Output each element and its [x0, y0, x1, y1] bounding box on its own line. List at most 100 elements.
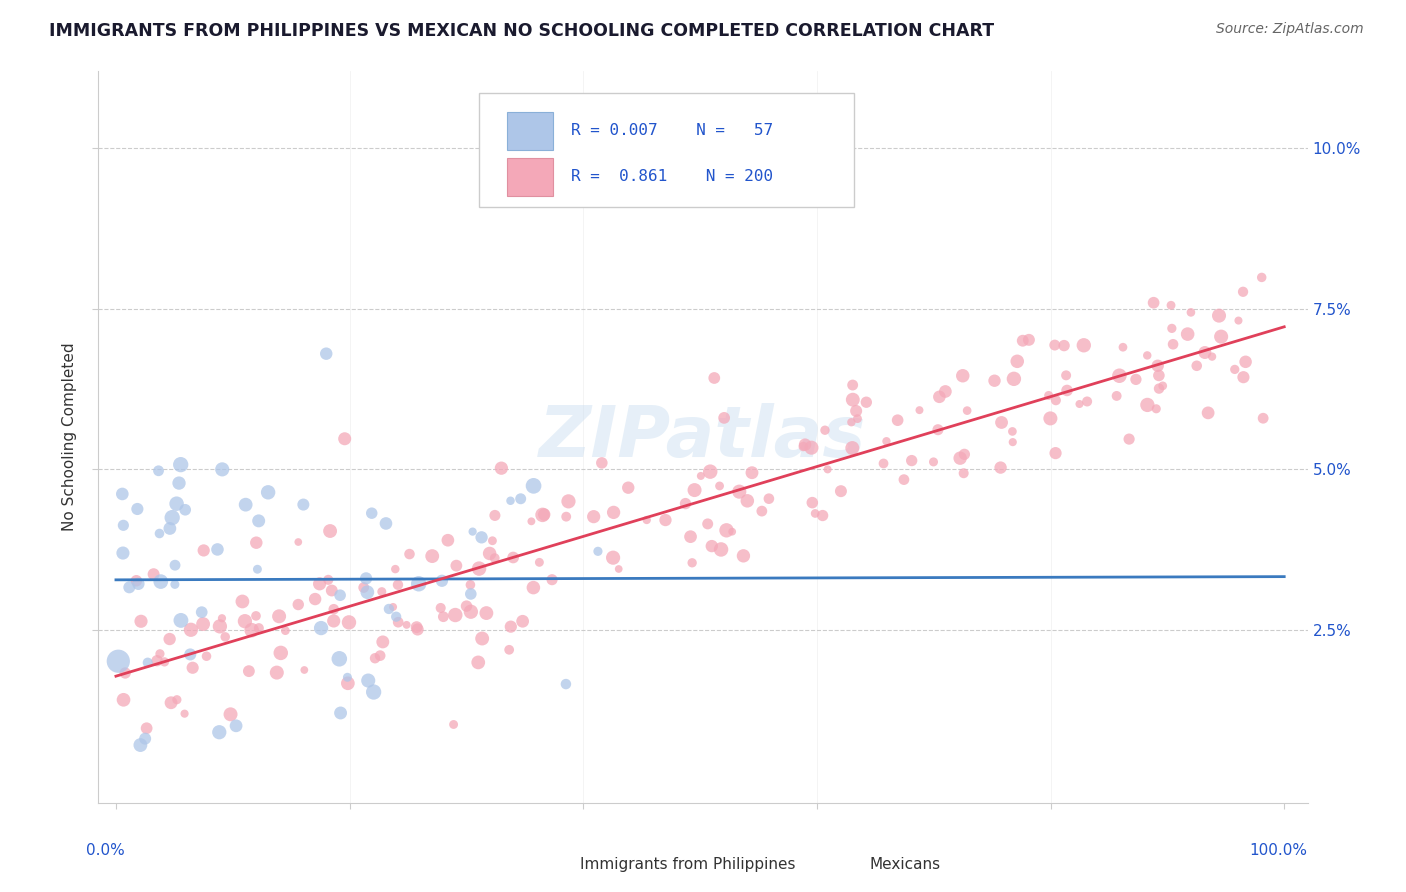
Point — [927, 423, 949, 437]
FancyBboxPatch shape — [479, 94, 855, 207]
Point — [114, 665, 136, 680]
Point — [602, 550, 624, 565]
Point — [792, 440, 814, 454]
Point — [471, 632, 494, 646]
Point — [1160, 298, 1182, 312]
Point — [398, 547, 420, 561]
Point — [1146, 359, 1168, 373]
Point — [357, 673, 380, 688]
Point — [166, 497, 188, 511]
Point — [679, 530, 702, 544]
Point — [1007, 354, 1029, 368]
Point — [841, 441, 863, 455]
Point — [148, 464, 170, 478]
Point — [356, 585, 378, 599]
Point — [1105, 389, 1128, 403]
Point — [814, 423, 837, 437]
Point — [238, 664, 260, 678]
Point — [1112, 340, 1135, 354]
Point — [509, 491, 531, 506]
Point — [1227, 313, 1250, 327]
Text: 100.0%: 100.0% — [1250, 843, 1308, 858]
Point — [446, 558, 468, 573]
Point — [602, 505, 624, 519]
Point — [247, 514, 270, 528]
Point — [990, 416, 1012, 430]
Point — [245, 608, 267, 623]
Point — [1251, 411, 1274, 425]
Point — [1250, 270, 1272, 285]
Point — [190, 605, 212, 619]
Point — [385, 609, 408, 624]
Point — [953, 447, 976, 461]
Point — [541, 573, 564, 587]
Point — [405, 620, 427, 634]
Point — [328, 652, 350, 666]
Point — [498, 642, 520, 657]
Point — [211, 611, 233, 625]
Point — [1045, 446, 1067, 460]
Point — [316, 573, 339, 587]
Point — [842, 392, 865, 407]
FancyBboxPatch shape — [546, 853, 572, 876]
Point — [211, 462, 233, 476]
Point — [1194, 345, 1216, 359]
Point — [699, 465, 721, 479]
Text: ZIPatlas: ZIPatlas — [540, 402, 866, 472]
Point — [437, 533, 460, 548]
Point — [166, 692, 188, 706]
Point — [1056, 384, 1078, 398]
Point — [269, 609, 291, 624]
Point — [794, 437, 817, 451]
Point — [129, 615, 152, 629]
Point — [721, 524, 744, 539]
Point — [1223, 362, 1246, 376]
Point — [142, 567, 165, 582]
Point — [378, 602, 401, 616]
Point — [1039, 411, 1062, 425]
Point — [700, 539, 723, 553]
Point — [233, 614, 256, 628]
Point — [607, 562, 630, 576]
Point — [1002, 372, 1025, 386]
Point — [908, 403, 931, 417]
Point — [499, 620, 522, 634]
Point — [429, 601, 451, 615]
Point — [163, 577, 186, 591]
Point — [713, 410, 735, 425]
Point — [231, 594, 253, 608]
Point — [235, 498, 257, 512]
Point — [207, 542, 229, 557]
Point — [371, 584, 394, 599]
Point — [533, 508, 555, 522]
Point — [952, 368, 974, 383]
Point — [245, 535, 267, 549]
Point — [432, 609, 454, 624]
Point — [1177, 327, 1199, 342]
Point — [1054, 368, 1077, 383]
Point — [371, 635, 394, 649]
Point — [654, 513, 676, 527]
Point — [274, 624, 297, 638]
Point — [557, 494, 579, 508]
Point — [1201, 350, 1223, 364]
Point — [111, 546, 134, 560]
Point — [329, 706, 352, 720]
Point — [617, 481, 640, 495]
Point — [893, 473, 915, 487]
Point — [127, 576, 149, 591]
Point — [675, 497, 697, 511]
Point — [531, 508, 554, 522]
Point — [257, 485, 280, 500]
Point — [287, 598, 309, 612]
Point — [321, 583, 343, 598]
Point — [586, 544, 609, 558]
Point — [180, 623, 202, 637]
Point — [709, 479, 731, 493]
Point — [886, 413, 908, 427]
Point — [949, 451, 972, 466]
Point — [934, 384, 956, 399]
Point — [467, 656, 489, 670]
Point — [846, 411, 869, 425]
Point — [800, 441, 823, 455]
